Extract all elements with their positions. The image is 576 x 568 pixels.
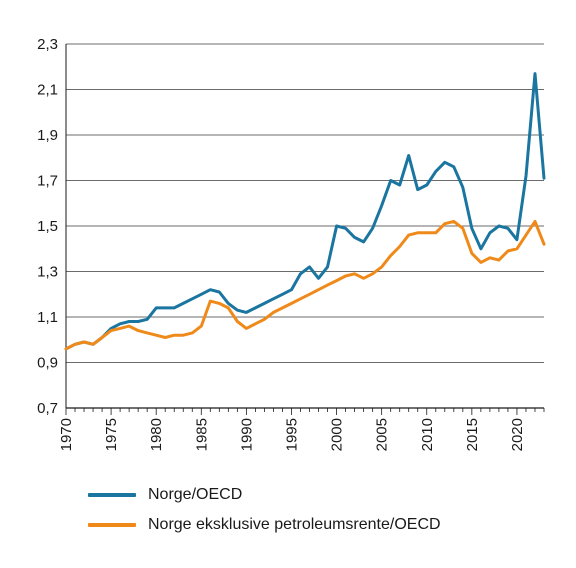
line-chart: 0,7 0,9 1,1 1,3 1,5 1,7 1,9 2,1 2,3 1970 1975 1980… xyxy=(37,36,546,451)
y-tick-label: 1,5 xyxy=(37,218,58,235)
y-tick-label: 1,7 xyxy=(37,173,58,190)
y-tick-label: 1,3 xyxy=(37,264,58,281)
y-tick-label: 0,9 xyxy=(37,355,58,372)
series-line-1 xyxy=(64,219,546,351)
y-tick-label: 2,3 xyxy=(37,36,58,53)
legend-item-norge-ekskl: Norge eksklusive petroleumsrente/OECD xyxy=(88,512,441,538)
legend-item-norge-oecd: Norge/OECD xyxy=(88,482,441,508)
x-tick-label: 2010 xyxy=(419,418,436,451)
gridlines xyxy=(66,43,544,409)
x-tick-label: 2005 xyxy=(374,418,391,451)
legend-label-norge-ekskl: Norge eksklusive petroleumsrente/OECD xyxy=(148,516,441,533)
legend-swatch-norge-ekskl xyxy=(88,523,136,527)
x-tick-label: 2000 xyxy=(329,418,346,451)
y-tick-label: 1,9 xyxy=(37,127,58,144)
x-tick-label: 1985 xyxy=(193,418,210,451)
x-tick-label: 1995 xyxy=(283,418,300,451)
x-tick-label: 2015 xyxy=(464,418,481,451)
legend-swatch-norge-oecd xyxy=(88,493,136,497)
x-tick-label: 1990 xyxy=(238,418,255,451)
y-axis-tick-labels: 0,7 0,9 1,1 1,3 1,5 1,7 1,9 2,1 2,3 xyxy=(37,36,58,417)
x-tick-label: 1980 xyxy=(148,418,165,451)
y-tick-label: 1,1 xyxy=(37,309,58,326)
x-axis: 1970 1975 1980 1985 1990 1995 2000 2005 2010 2015… xyxy=(58,44,545,451)
legend-label-norge-oecd: Norge/OECD xyxy=(148,486,243,503)
y-tick-label: 2,1 xyxy=(37,82,58,99)
x-tick-label: 2020 xyxy=(509,418,526,451)
series-line-0 xyxy=(64,72,546,351)
y-tick-label: 0,7 xyxy=(37,400,58,417)
x-tick-label: 1970 xyxy=(58,418,75,451)
x-tick-label: 1975 xyxy=(103,418,120,451)
series-lines xyxy=(64,72,546,351)
legend: Norge/OECD Norge eksklusive petroleumsre… xyxy=(88,482,441,542)
